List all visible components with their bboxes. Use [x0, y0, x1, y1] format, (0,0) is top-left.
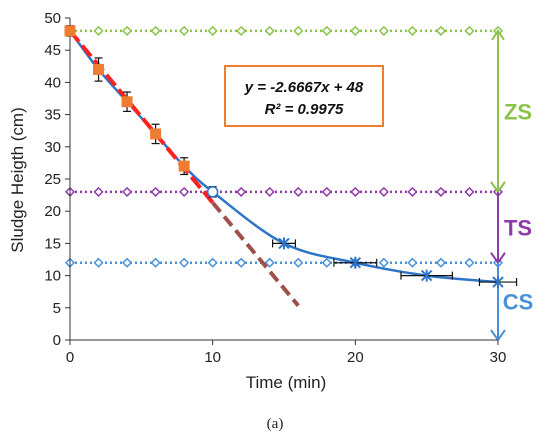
y-tick-label: 0	[53, 332, 61, 349]
level-marker	[407, 25, 418, 36]
level-marker	[93, 25, 104, 36]
figure-caption: (a)	[266, 416, 284, 432]
level-marker	[464, 186, 475, 197]
plot-area: ZS TS CS 0 5 10 15 20 25 30 35 40 45 50 0 10 20 30	[44, 10, 533, 366]
y-tick-label: 20	[44, 203, 61, 220]
level-marker	[93, 186, 104, 197]
level-marker	[407, 257, 418, 268]
zone-label-zs: ZS	[504, 99, 532, 124]
level-marker	[236, 186, 247, 197]
level-marker	[236, 257, 247, 268]
data-point	[278, 237, 290, 250]
level-marker	[150, 186, 161, 197]
level-marker	[122, 186, 133, 197]
level-marker	[378, 257, 389, 268]
level-marker	[179, 25, 190, 36]
level-marker	[207, 25, 218, 36]
y-tick-label: 25	[44, 171, 61, 188]
level-marker	[435, 186, 446, 197]
x-axis-title: Time (min)	[246, 373, 327, 392]
level-marker	[93, 257, 104, 268]
sludge-settling-chart: ZS TS CS 0 5 10 15 20 25 30 35 40 45 50 0 10 20 30 y = -2…	[8, 10, 533, 392]
data-point	[178, 160, 190, 172]
y-tick-label: 10	[44, 268, 61, 285]
level-marker	[350, 25, 361, 36]
level-marker	[264, 257, 275, 268]
level-marker	[207, 257, 218, 268]
level-marker	[264, 25, 275, 36]
level-marker	[150, 257, 161, 268]
data-point	[150, 128, 162, 140]
r2-text: R² = 0.9975	[265, 101, 344, 118]
level-marker	[435, 25, 446, 36]
y-tick-label: 30	[44, 139, 61, 156]
data-point	[64, 25, 76, 37]
level-marker	[236, 25, 247, 36]
level-marker	[264, 186, 275, 197]
level-marker	[464, 25, 475, 36]
level-marker	[378, 25, 389, 36]
equation-text: y = -2.6667x + 48	[244, 79, 364, 96]
y-tick-label: 15	[44, 235, 61, 252]
x-tick-label: 10	[204, 349, 221, 366]
y-tick-label: 50	[44, 10, 61, 27]
y-tick-label: 35	[44, 107, 61, 124]
level-marker	[122, 257, 133, 268]
data-point	[93, 64, 105, 76]
data-point	[420, 269, 433, 282]
level-marker	[350, 186, 361, 197]
fit-line-extended	[211, 201, 300, 307]
level-marker	[150, 25, 161, 36]
measured-curve	[68, 30, 499, 284]
level-marker	[293, 25, 304, 36]
level-marker	[464, 257, 475, 268]
x-tick-label: 0	[66, 349, 74, 366]
data-point	[492, 276, 504, 289]
level-marker	[378, 186, 389, 197]
y-tick-label: 5	[53, 300, 61, 317]
x-tick-label: 30	[490, 349, 507, 366]
data-point	[349, 256, 362, 269]
data-point	[121, 96, 133, 108]
level-marker	[321, 25, 332, 36]
y-tick-label: 40	[44, 74, 61, 91]
y-axis-title: Sludge Heigth (cm)	[8, 107, 27, 253]
level-marker	[293, 186, 304, 197]
level-marker	[293, 257, 304, 268]
zone-label-ts: TS	[504, 215, 532, 240]
level-marker	[179, 257, 190, 268]
equation-box: y = -2.6667x + 48 R² = 0.9975	[224, 65, 384, 127]
zone-arrowhead-top	[491, 29, 505, 41]
x-tick-label: 20	[347, 349, 364, 366]
data-point	[206, 186, 219, 198]
level-marker	[321, 186, 332, 197]
level-marker	[122, 25, 133, 36]
level-marker	[321, 257, 332, 268]
level-marker	[179, 186, 190, 197]
y-tick-label: 45	[44, 42, 61, 59]
level-marker	[435, 257, 446, 268]
level-marker	[407, 186, 418, 197]
zone-label-cs: CS	[503, 289, 534, 314]
